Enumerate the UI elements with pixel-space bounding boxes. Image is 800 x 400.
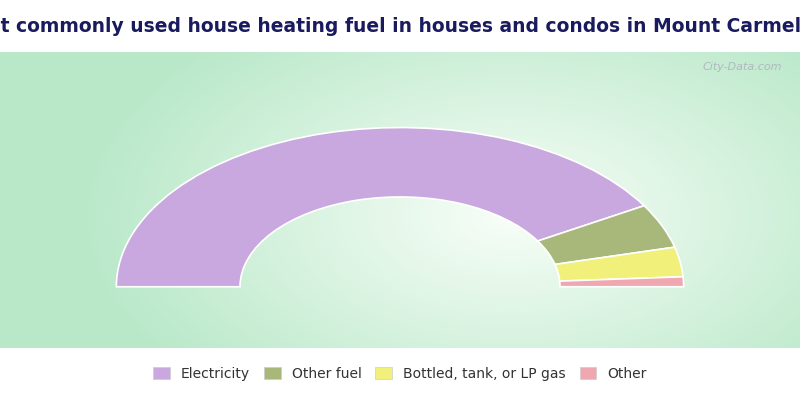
Legend: Electricity, Other fuel, Bottled, tank, or LP gas, Other: Electricity, Other fuel, Bottled, tank, …: [149, 363, 651, 385]
Text: City-Data.com: City-Data.com: [702, 62, 782, 72]
Text: Most commonly used house heating fuel in houses and condos in Mount Carmel, SC: Most commonly used house heating fuel in…: [0, 16, 800, 36]
Wedge shape: [116, 128, 644, 287]
Wedge shape: [560, 277, 684, 287]
Wedge shape: [555, 247, 683, 281]
Wedge shape: [538, 206, 674, 264]
